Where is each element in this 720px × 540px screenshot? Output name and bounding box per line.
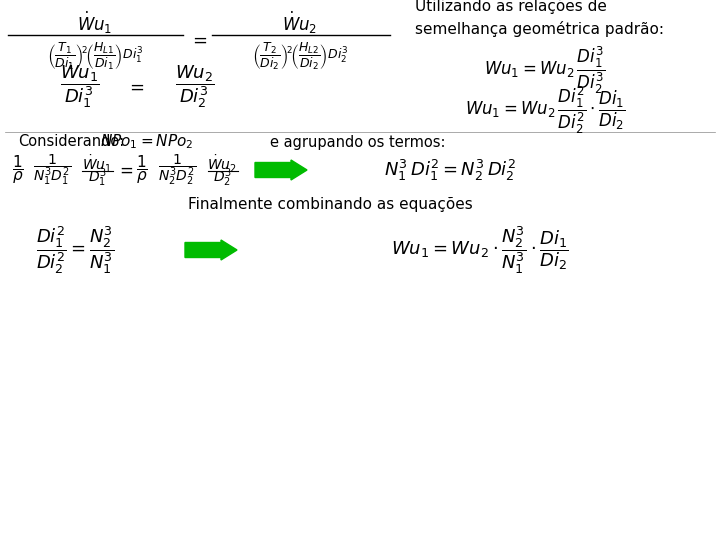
Text: $=$: $=$: [189, 31, 207, 49]
FancyArrow shape: [255, 160, 307, 180]
Text: $Wu_1 = Wu_2\cdot\dfrac{N_2^3}{N_1^3}\cdot\dfrac{Di_1}{Di_2}$: $Wu_1 = Wu_2\cdot\dfrac{N_2^3}{N_1^3}\cd…: [391, 224, 569, 276]
Text: $\left(\dfrac{T_1}{Di_1}\right)^{\!2}\!\left(\dfrac{H_{L1}}{Di_1}\right)Di_1^3$: $\left(\dfrac{T_1}{Di_1}\right)^{\!2}\!\…: [47, 40, 143, 72]
Text: $NPo_1 = NPo_2$: $NPo_1 = NPo_2$: [100, 133, 194, 151]
Text: $\dot{W}u_1$: $\dot{W}u_1$: [77, 10, 112, 36]
Text: $\dfrac{1}{N_2^3 D_2^2}$: $\dfrac{1}{N_2^3 D_2^2}$: [158, 152, 196, 187]
Text: $\dfrac{1}{\rho}$: $\dfrac{1}{\rho}$: [136, 153, 148, 186]
Text: e agrupando os termos:: e agrupando os termos:: [270, 134, 446, 150]
Text: $\dfrac{Wu_1}{Di_1^3}$: $\dfrac{Wu_1}{Di_1^3}$: [60, 64, 100, 110]
Text: $\left(\dfrac{T_2}{Di_2}\right)^{\!2}\!\left(\dfrac{H_{L2}}{Di_2}\right)Di_2^3$: $\left(\dfrac{T_2}{Di_2}\right)^{\!2}\!\…: [252, 40, 348, 72]
Text: $N_1^3\,Di_1^2 = N_2^3\,Di_2^2$: $N_1^3\,Di_1^2 = N_2^3\,Di_2^2$: [384, 158, 516, 183]
Text: $\dot{W}u_1$: $\dot{W}u_1$: [82, 153, 112, 174]
Text: $Wu_1 = Wu_2\,\dfrac{Di_1^3}{Di_2^3}$: $Wu_1 = Wu_2\,\dfrac{Di_1^3}{Di_2^3}$: [485, 44, 606, 96]
FancyArrow shape: [185, 240, 237, 260]
Text: Finalmente combinando as equações: Finalmente combinando as equações: [188, 198, 472, 213]
Text: $Wu_1 = Wu_2\,\dfrac{Di_1^2}{Di_2^2}\cdot\dfrac{Di_1}{Di_2}$: $Wu_1 = Wu_2\,\dfrac{Di_1^2}{Di_2^2}\cdo…: [464, 84, 626, 136]
Text: $=$: $=$: [117, 161, 134, 179]
Text: $\dot{W}u_2$: $\dot{W}u_2$: [207, 153, 237, 174]
Text: $\dot{W}u_2$: $\dot{W}u_2$: [282, 10, 318, 36]
Text: $\dfrac{1}{\rho}$: $\dfrac{1}{\rho}$: [12, 153, 24, 186]
Text: $D_1^3$: $D_1^3$: [88, 167, 107, 190]
Text: $\dfrac{Wu_2}{Di_2^3}$: $\dfrac{Wu_2}{Di_2^3}$: [175, 64, 215, 110]
Text: $D_2^3$: $D_2^3$: [212, 167, 232, 190]
Text: Utilizando as relações de
semelhança geométrica padrão:: Utilizando as relações de semelhança geo…: [415, 0, 664, 37]
Text: $\dfrac{1}{N_1^3 D_1^2}$: $\dfrac{1}{N_1^3 D_1^2}$: [33, 152, 71, 187]
Text: Considerando:: Considerando:: [18, 134, 125, 150]
Text: $=$: $=$: [126, 78, 144, 96]
Text: $\dfrac{Di_1^2}{Di_2^2} = \dfrac{N_2^3}{N_1^3}$: $\dfrac{Di_1^2}{Di_2^2} = \dfrac{N_2^3}{…: [36, 224, 114, 276]
